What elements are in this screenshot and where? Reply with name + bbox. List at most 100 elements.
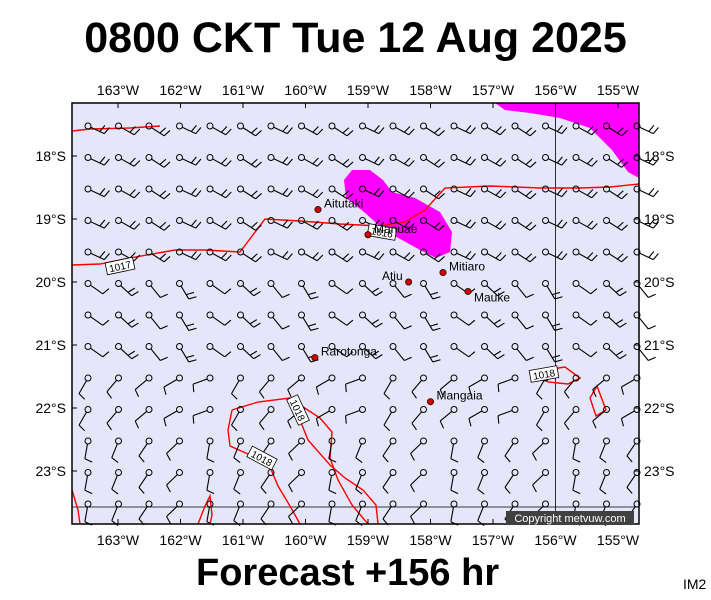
wind-barb (359, 280, 383, 297)
wind-barb (206, 343, 232, 358)
wind-barb (115, 311, 139, 328)
wind-barb (542, 122, 568, 135)
wind-barb (315, 406, 336, 427)
wind-barb (572, 280, 598, 295)
wind-barb (603, 248, 628, 263)
wind-barb (572, 122, 598, 136)
wind-barb (497, 406, 519, 424)
wind-barb (382, 437, 397, 463)
lon-label-bottom: 155°W (597, 532, 640, 548)
wind-barb (176, 311, 197, 331)
wind-barb (163, 406, 183, 427)
lon-label-top: 155°W (597, 82, 640, 98)
wind-barb (572, 217, 598, 230)
wind-barb (166, 469, 183, 493)
wind-barb (633, 280, 656, 298)
wind-barb (383, 406, 397, 432)
wind-barb (84, 280, 110, 295)
wind-barb (267, 217, 293, 229)
lon-label-bottom: 158°W (409, 532, 452, 548)
wind-barb (134, 374, 153, 398)
wind-barb (542, 217, 568, 229)
wind-barb (145, 343, 168, 361)
wind-barb (288, 500, 305, 524)
wind-barb (237, 217, 262, 231)
place-dot (426, 398, 434, 406)
place-marker: Mangaia (426, 389, 483, 406)
wind-barb (420, 185, 445, 200)
wind-barb (603, 122, 628, 137)
wind-barb (481, 154, 507, 167)
wind-barb (542, 154, 568, 166)
wind-barb (450, 343, 476, 358)
wind-barb (468, 406, 488, 427)
wind-barb (511, 280, 534, 298)
lat-label-right: 18°S (644, 148, 675, 164)
wind-barb (359, 154, 385, 166)
wind-barb (633, 343, 656, 361)
lat-label-right: 20°S (644, 274, 675, 290)
wind-barb (84, 154, 110, 166)
wind-barb (260, 469, 275, 494)
wind-barb (633, 217, 659, 229)
lon-label-top: 162°W (159, 82, 202, 98)
wind-barb (355, 437, 366, 463)
copyright-box: Copyright metvuw.com (506, 511, 634, 525)
wind-barb (237, 154, 262, 168)
wind-barb (633, 248, 659, 261)
wind-barb (84, 437, 93, 463)
wind-barb (138, 437, 153, 463)
lon-label-top: 160°W (284, 82, 327, 98)
place-dot (314, 206, 322, 214)
wind-barb (626, 437, 641, 463)
wind-barb (572, 154, 598, 167)
wind-barb (115, 280, 139, 297)
lon-label-bottom: 163°W (97, 532, 140, 548)
wind-barb (176, 185, 202, 198)
wind-barb (176, 122, 202, 135)
place-markers: Aitutaki Manuae Atiu Mitiaro Mauke Rarotonga M… (311, 197, 510, 406)
wind-barb (477, 437, 488, 463)
wind-barb (298, 154, 324, 167)
wind-barb (359, 185, 385, 198)
lat-label-right: 19°S (644, 211, 675, 227)
wind-barb (511, 185, 537, 200)
wind-barb (298, 122, 324, 136)
wind-barb (572, 469, 581, 495)
wind-barb (511, 343, 534, 361)
lat-label-left: 22°S (35, 400, 66, 416)
wind-barb (572, 343, 598, 358)
place-dot (464, 287, 472, 295)
wind-barb (206, 437, 215, 463)
wind-barb (511, 122, 537, 137)
wind-barb (115, 122, 141, 136)
wind-barb (145, 248, 171, 263)
wind-barb (439, 406, 458, 429)
wind-barb (504, 437, 519, 463)
wind-barb (78, 374, 92, 400)
wind-barb (237, 343, 261, 360)
wind-barb (542, 343, 563, 363)
wind-barb (115, 217, 141, 230)
product-code: IM2 (683, 576, 707, 592)
isobar-label-box: 1017 (104, 256, 136, 276)
place-marker: Mauke (464, 287, 510, 304)
wind-barb (166, 437, 183, 461)
wind-barb (206, 154, 232, 167)
isobar-label-box: 1018 (528, 365, 560, 383)
wind-barb (237, 185, 262, 200)
wind-barb (511, 311, 534, 330)
wind-barb (410, 500, 427, 524)
wind-barb (345, 406, 366, 424)
isobar-labels: 1016 1017 1018 1018 1018 (104, 223, 560, 471)
wind-barb (145, 280, 168, 298)
wind-barb (267, 122, 293, 135)
wind-barb (620, 406, 641, 427)
lat-label-left: 23°S (35, 463, 66, 479)
wind-barb (84, 122, 110, 135)
rain-area-northeast (495, 103, 639, 178)
wind-barb (192, 374, 214, 393)
wind-barb (84, 248, 110, 261)
wind-barb (237, 280, 261, 297)
